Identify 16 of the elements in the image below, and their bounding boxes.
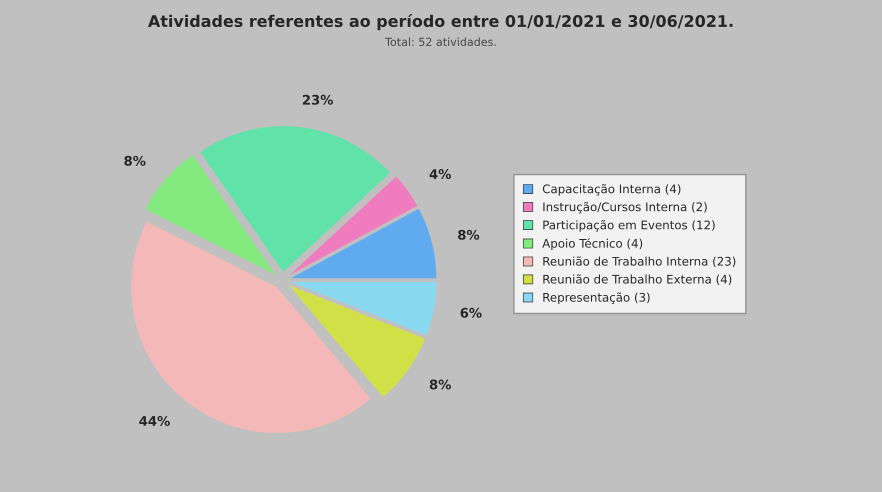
legend-label: Instrução/Cursos Interna (2) <box>543 202 707 214</box>
data-label: 44% <box>139 416 170 426</box>
data-label: 6% <box>460 308 482 318</box>
data-label: 8% <box>430 380 451 390</box>
legend-label: Apoio Técnico (4) <box>542 238 642 250</box>
chart-title: Atividades referentes ao período entre 01/01/2021 e 30/06/2021. <box>148 14 732 30</box>
data-label: 4% <box>430 169 451 180</box>
legend-label: Reunião de Trabalho Interna (23) <box>543 256 736 268</box>
chart-subtitle: Total: 52 atividades. <box>385 37 496 46</box>
legend-label: Capacitação Interna (4) <box>542 184 680 196</box>
legend-label: Representação (3) <box>543 292 650 304</box>
legend-label: Participação em Eventos (12) <box>543 220 715 232</box>
data-label: 23% <box>302 94 334 105</box>
data-label: 8% <box>124 156 146 166</box>
data-label: 8% <box>458 230 480 240</box>
legend-label: Reunião de Trabalho Externa (4) <box>543 274 732 286</box>
